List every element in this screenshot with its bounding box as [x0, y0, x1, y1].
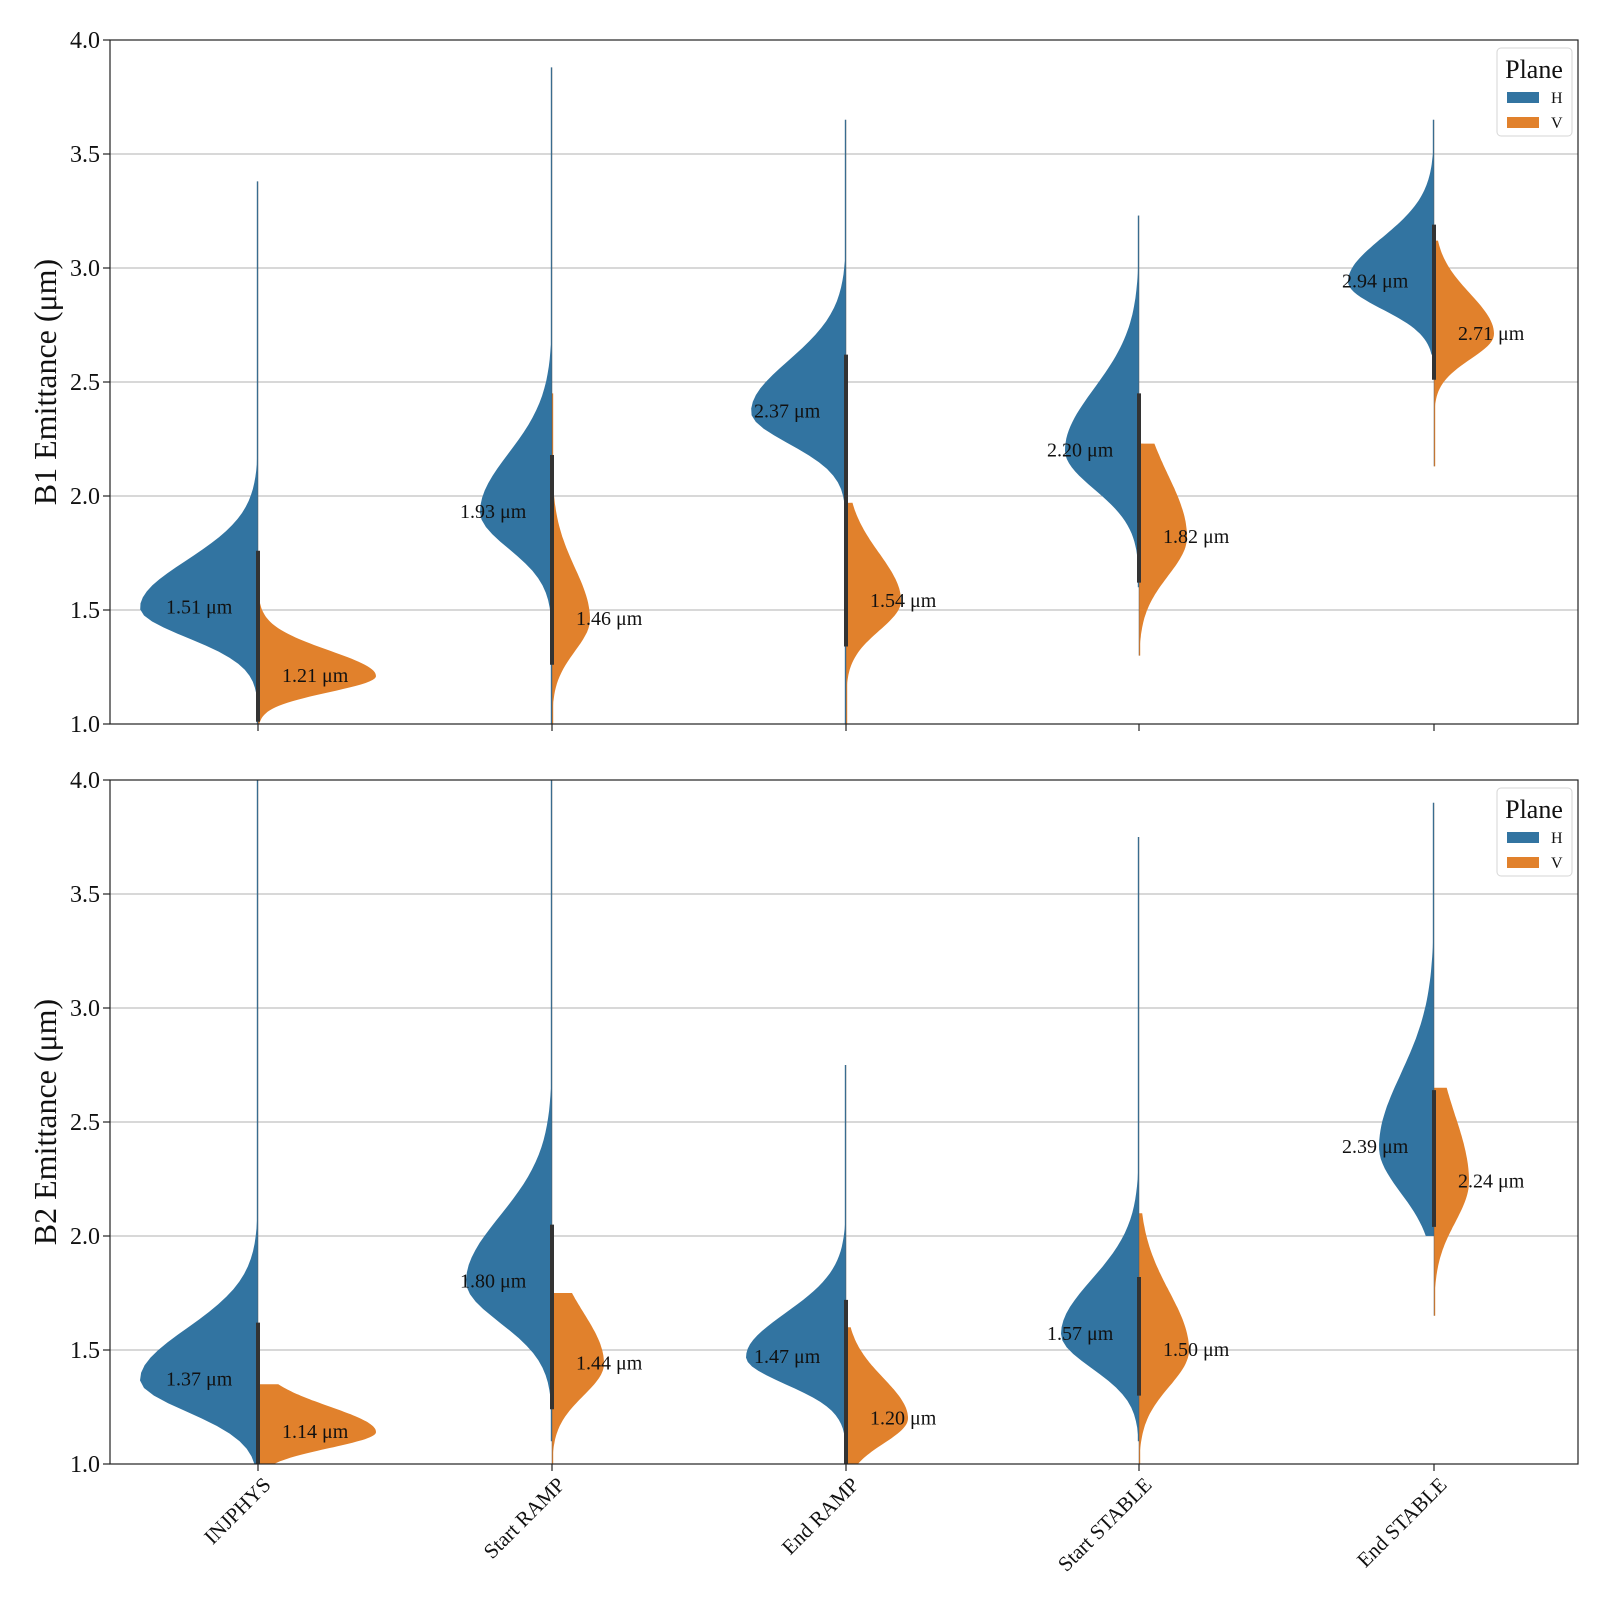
y-tick-label: 2.5 — [70, 1110, 100, 1136]
median-label-v: 1.54 μm — [870, 590, 937, 612]
y-tick-label: 1.0 — [70, 1452, 100, 1478]
legend-label-v: V — [1551, 115, 1563, 132]
violin-v — [846, 1327, 908, 1464]
violin-v — [846, 502, 901, 724]
violin-v — [1139, 1213, 1189, 1464]
median-label-v: 1.20 μm — [870, 1407, 937, 1429]
median-label-v: 1.46 μm — [576, 608, 643, 630]
median-label-v: 2.24 μm — [1458, 1170, 1525, 1192]
y-axis-label: B1 Emittance (μm) — [27, 259, 63, 505]
median-label-h: 1.57 μm — [1047, 1323, 1114, 1345]
violin-v — [552, 393, 590, 724]
violin-h — [1379, 802, 1434, 1236]
legend-swatch-v — [1507, 117, 1539, 128]
legend-swatch-h — [1507, 832, 1539, 843]
median-label-v: 1.44 μm — [576, 1353, 643, 1375]
median-label-h: 2.94 μm — [1342, 271, 1409, 293]
median-label-v: 1.50 μm — [1163, 1339, 1230, 1361]
legend-swatch-v — [1507, 857, 1539, 868]
median-label-h: 2.37 μm — [754, 401, 821, 423]
plot-frame — [109, 779, 1579, 1465]
violin-v — [1434, 1087, 1469, 1316]
median-label-v: 1.82 μm — [1163, 526, 1230, 548]
legend-label-v: V — [1551, 855, 1563, 872]
violin-h — [746, 1065, 846, 1464]
y-tick-label: 1.5 — [70, 1338, 100, 1364]
y-tick-label: 4.0 — [70, 28, 100, 54]
violin-h — [480, 67, 552, 725]
violin-v — [258, 587, 376, 724]
y-tick-label: 1.5 — [70, 598, 100, 624]
legend-label-h: H — [1551, 90, 1563, 107]
legend: Plane HV — [1496, 787, 1573, 877]
median-label-h: 1.37 μm — [166, 1369, 233, 1391]
violin-v — [1434, 240, 1494, 467]
median-label-v: 2.71 μm — [1458, 323, 1525, 345]
chart-panel-1: 1.0 1.5 2.0 2.5 3.0 3.5 4.0 B1 Emittance (μm) 1.… — [27, 28, 1579, 738]
y-tick-label: 1.0 — [70, 712, 100, 738]
median-label-v: 1.14 μm — [282, 1421, 349, 1443]
y-tick-label: 2.5 — [70, 370, 100, 396]
median-label-h: 1.93 μm — [460, 501, 527, 523]
legend-label-h: H — [1551, 830, 1563, 847]
violin-h — [466, 780, 552, 1442]
y-tick-label: 3.5 — [70, 142, 100, 168]
median-label-h: 1.47 μm — [754, 1346, 821, 1368]
violin-h — [1061, 837, 1139, 1442]
violin-h — [1065, 215, 1139, 588]
violin-h — [1348, 119, 1434, 355]
legend-title: Plane — [1505, 55, 1563, 84]
plot-frame — [109, 39, 1579, 725]
median-label-h: 2.20 μm — [1047, 439, 1114, 461]
violin-v — [1139, 443, 1187, 656]
legend: Plane HV — [1496, 47, 1573, 137]
violin-v — [258, 1384, 376, 1464]
legend-swatch-h — [1507, 92, 1539, 103]
legend-title: Plane — [1505, 795, 1563, 824]
y-tick-label: 4.0 — [70, 768, 100, 794]
y-tick-label: 3.5 — [70, 882, 100, 908]
violin-h — [140, 181, 258, 725]
y-tick-label: 2.0 — [70, 484, 100, 510]
median-label-v: 1.21 μm — [282, 665, 349, 687]
violin-v — [552, 1293, 604, 1464]
violin-h — [140, 780, 258, 1464]
median-label-h: 1.80 μm — [460, 1271, 527, 1293]
median-label-h: 1.51 μm — [166, 597, 233, 619]
y-tick-label: 3.0 — [70, 256, 100, 282]
median-label-h: 2.39 μm — [1342, 1136, 1409, 1158]
y-tick-label: 2.0 — [70, 1224, 100, 1250]
y-axis-label: B2 Emittance (μm) — [27, 999, 63, 1245]
y-tick-label: 3.0 — [70, 996, 100, 1022]
violin-h — [751, 119, 846, 725]
